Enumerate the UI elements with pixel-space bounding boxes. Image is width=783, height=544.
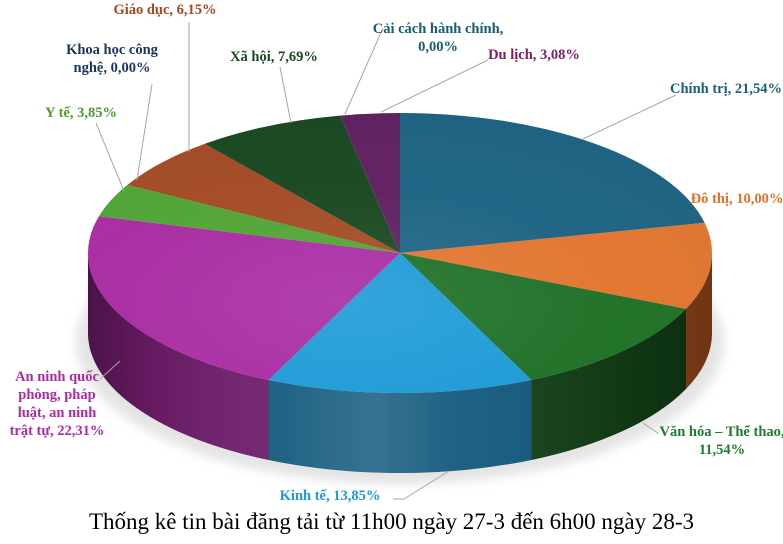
slice-label-khoa-hoc-cong-nghe: Khoa học công nghệ, 0,00% [66, 42, 159, 76]
slice-label-xa-hoi: Xã hội, 7,69% [230, 49, 318, 65]
pie-top-sheen [88, 113, 712, 393]
slice-label-du-lich: Du lịch, 3,08% [488, 47, 580, 63]
leader-line-du-lich [380, 59, 489, 113]
slice-label-do-thi: Đô thị, 10,00% [691, 191, 783, 207]
slice-label-y-te: Y tế, 3,85% [45, 105, 117, 121]
leader-line-an-ninh [99, 360, 121, 380]
leader-line-xa-hoi [279, 66, 292, 124]
leader-line-chinh-tri [582, 94, 677, 140]
pie-root: Chính trị, 21,54% Đô thị, 10,00% Văn hóa –… [10, 2, 783, 504]
slice-label-kinh-te: Kinh tế, 13,85% [280, 488, 381, 504]
pie-side-sheen [88, 253, 712, 473]
slice-label-giao-duc: Giáo dục, 6,15% [113, 2, 216, 18]
slice-label-an-ninh: An ninh quốc phòng, pháp luật, an ninh trật… [10, 369, 105, 439]
leader-line-khoa-hoc-cong-nghe [136, 83, 153, 181]
chart-title: Thống kê tin bài đăng tải từ 11h00 ngày … [88, 509, 695, 534]
slice-label-chinh-tri: Chính trị, 21,54% [670, 81, 782, 97]
leader-line-cai-cach-hanh-chinh [344, 27, 384, 115]
slice-label-van-hoa-the-thao: Văn hóa – Thể thao, 11,54% [659, 424, 783, 458]
leader-line-kinh-te [393, 470, 450, 500]
leader-line-van-hoa-the-thao [642, 422, 660, 435]
leader-line-y-te [95, 122, 125, 192]
slice-label-cai-cach-hanh-chinh: Cải cách hành chính, 0,00% [373, 21, 504, 55]
